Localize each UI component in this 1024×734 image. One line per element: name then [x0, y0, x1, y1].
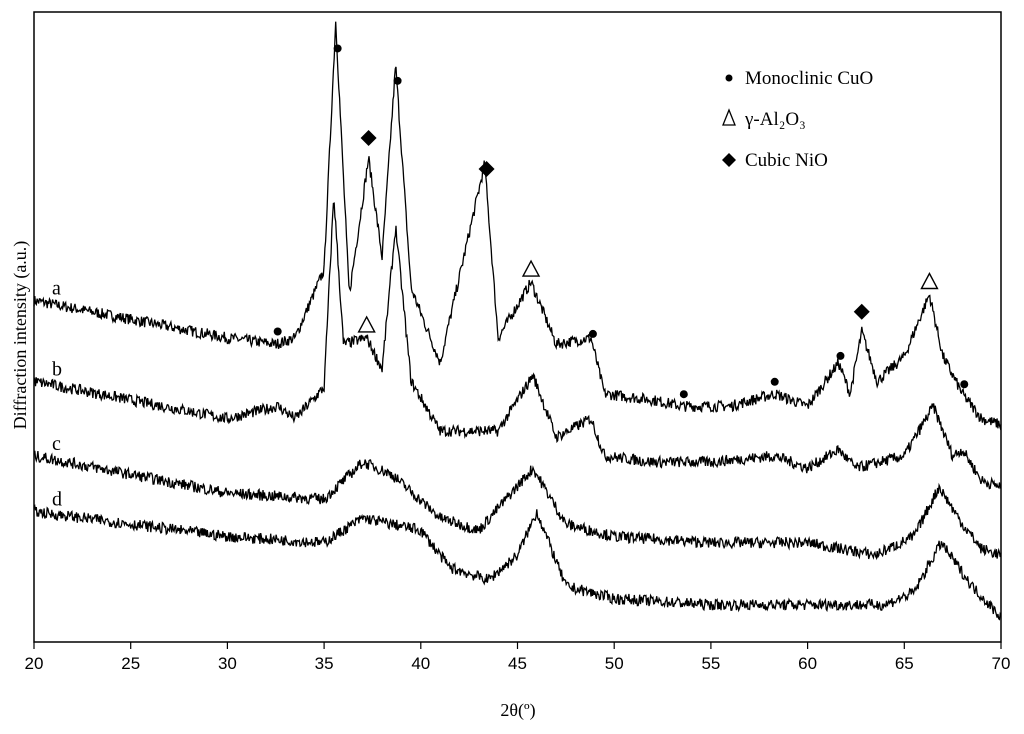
- peak-marker-circle: [960, 380, 969, 389]
- peak-marker-circle: [273, 327, 282, 336]
- series-line-d: [33, 503, 1002, 621]
- x-axis-label: 2θ(º): [500, 700, 535, 721]
- series-label-a: a: [52, 278, 61, 300]
- series-lines: [33, 21, 1002, 621]
- series-line-b: [33, 202, 1002, 490]
- peak-markers: [273, 44, 969, 399]
- legend-marker-triangle: [722, 108, 736, 126]
- x-tick-label: 50: [605, 654, 624, 673]
- peak-marker-triangle: [521, 259, 541, 277]
- x-tick-label: 60: [798, 654, 817, 673]
- x-tick-label: 45: [508, 654, 527, 673]
- legend-marker-diamond: [722, 153, 736, 167]
- series-line-a: [33, 21, 1002, 431]
- series-label-d: d: [52, 489, 62, 511]
- peak-marker-circle: [836, 351, 845, 360]
- x-tick-label: 20: [25, 654, 44, 673]
- x-tick-label: 30: [218, 654, 237, 673]
- x-tick-label: 35: [315, 654, 334, 673]
- peak-marker-circle: [770, 377, 779, 386]
- peak-marker-diamond: [853, 303, 870, 320]
- series-line-c: [33, 450, 1002, 561]
- y-axis-label: Diffraction intensity (a.u.): [10, 241, 31, 430]
- x-tick-label: 65: [895, 654, 914, 673]
- x-tick-label: 40: [411, 654, 430, 673]
- peak-marker-circle: [333, 44, 342, 53]
- x-axis-tick-labels: 20 25 30 35 40 45 50 55 60 65 70: [25, 654, 1011, 673]
- peak-marker-circle: [588, 329, 597, 338]
- x-tick-label: 70: [992, 654, 1011, 673]
- x-tick-label: 55: [701, 654, 720, 673]
- legend-label: Monoclinic CuO: [745, 68, 873, 89]
- legend: Monoclinic CuO γ-Al₂O₃ Cubic NiO: [722, 68, 873, 171]
- peak-marker-circle: [679, 390, 688, 399]
- legend-marker-circle: [725, 74, 733, 82]
- peak-marker-triangle: [920, 272, 939, 290]
- peak-marker-circle: [393, 76, 402, 85]
- legend-label: γ-Al₂O₃: [744, 109, 806, 130]
- x-axis-ticks: [33, 642, 1002, 649]
- x-tick-label: 25: [121, 654, 140, 673]
- peak-marker-diamond: [360, 129, 377, 146]
- series-labels: a b c d: [52, 278, 62, 511]
- series-label-b: b: [52, 358, 62, 380]
- peak-marker-triangle: [357, 315, 376, 333]
- peak-marker-diamond: [478, 160, 495, 177]
- series-label-c: c: [52, 433, 61, 455]
- legend-label: Cubic NiO: [745, 150, 828, 171]
